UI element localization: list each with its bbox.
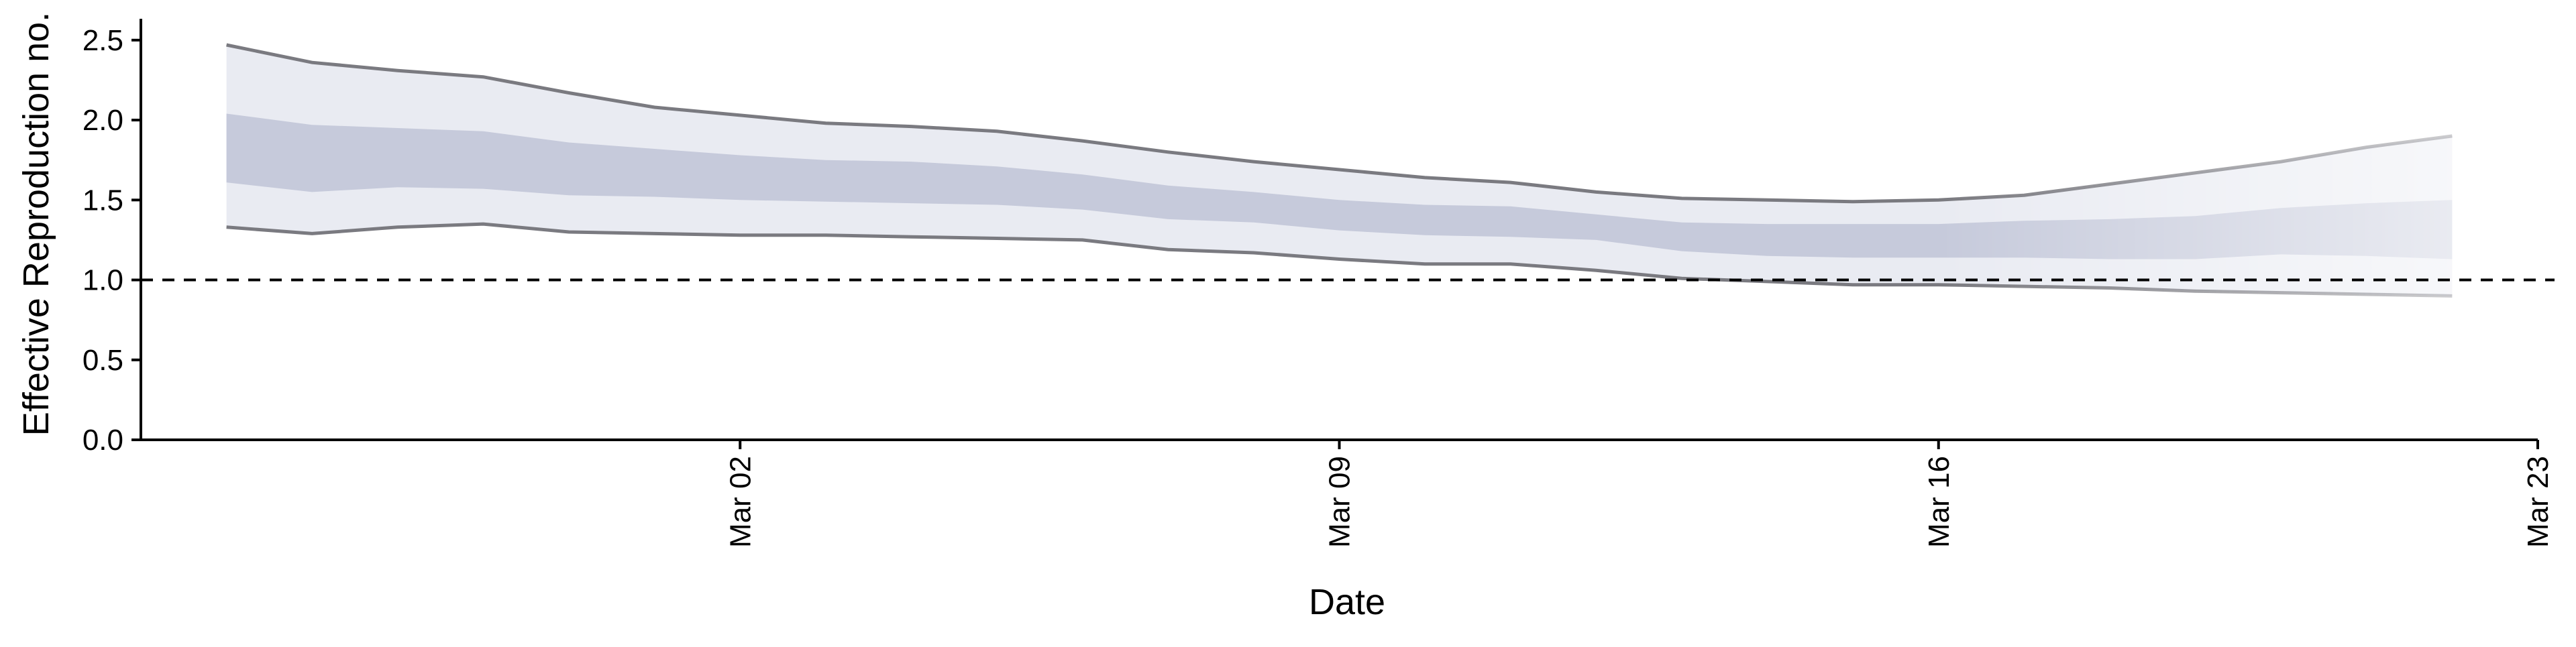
outer-upper-line bbox=[226, 43, 2453, 204]
x-tick-label: Mar 09 bbox=[1324, 456, 1356, 548]
y-axis-title: Effective Reproduction no. bbox=[16, 12, 56, 436]
y-tick-label: 1.0 bbox=[83, 264, 123, 297]
y-tick-label: 2.0 bbox=[83, 104, 123, 137]
y-ticks: 0.0 0.5 1.0 1.5 2.0 2.5 bbox=[83, 24, 141, 457]
y-tick-label: 0.5 bbox=[83, 344, 123, 377]
outer-lower-line bbox=[226, 222, 2453, 298]
y-tick-label: 1.5 bbox=[83, 184, 123, 217]
x-tick-label: Mar 02 bbox=[724, 456, 757, 548]
y-tick-label: 2.5 bbox=[83, 24, 123, 57]
x-axis-title: Date bbox=[1309, 582, 1385, 622]
inner-ci-band bbox=[226, 113, 2453, 259]
x-tick-label: Mar 23 bbox=[2522, 456, 2555, 548]
y-tick-label: 0.0 bbox=[83, 424, 123, 457]
x-tick-label: Mar 16 bbox=[1923, 456, 1955, 548]
ci-bound-lines bbox=[226, 43, 2453, 298]
x-ticks: Mar 02 Mar 09 Mar 16 Mar 23 bbox=[724, 440, 2555, 548]
